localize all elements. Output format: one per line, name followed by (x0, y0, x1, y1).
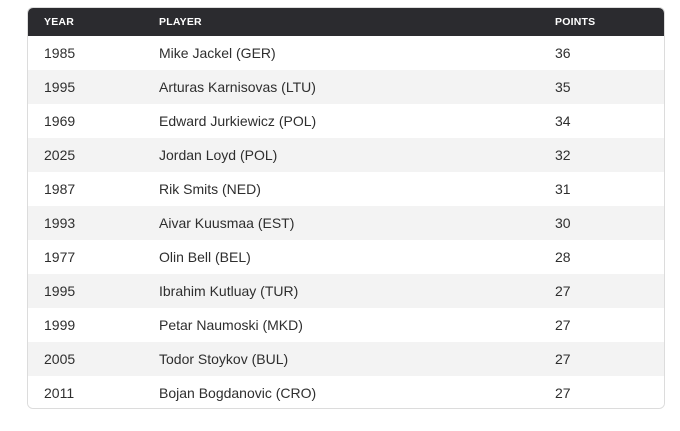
cell-player: Petar Naumoski (MKD) (159, 317, 303, 333)
cell-points: 30 (555, 215, 571, 231)
cell-points: 34 (555, 113, 571, 129)
cell-year: 1995 (44, 283, 76, 299)
cell-year: 1995 (44, 79, 76, 95)
table-row: 1995 Arturas Karnisovas (LTU) 35 (28, 70, 664, 104)
table-row: 1969 Edward Jurkiewicz (POL) 34 (28, 104, 664, 138)
header-player: PLAYER (159, 16, 202, 28)
cell-player: Rik Smits (NED) (159, 181, 261, 197)
cell-points: 32 (555, 147, 571, 163)
table-header: YEAR PLAYER POINTS (28, 8, 664, 36)
table-row: 1999 Petar Naumoski (MKD) 27 (28, 308, 664, 342)
cell-year: 1993 (44, 215, 76, 231)
cell-year: 1985 (44, 45, 76, 61)
cell-year: 1969 (44, 113, 76, 129)
points-table: YEAR PLAYER POINTS 1985 Mike Jackel (GER)… (27, 7, 665, 409)
header-points: POINTS (555, 16, 596, 28)
table-body: 1985 Mike Jackel (GER) 36 1995 Arturas Karni… (28, 36, 664, 408)
table-row: 1987 Rik Smits (NED) 31 (28, 172, 664, 206)
header-year: YEAR (44, 16, 74, 28)
cell-points: 36 (555, 45, 571, 61)
cell-points: 27 (555, 317, 571, 333)
cell-player: Olin Bell (BEL) (159, 249, 251, 265)
cell-points: 35 (555, 79, 571, 95)
cell-points: 31 (555, 181, 571, 197)
cell-player: Arturas Karnisovas (LTU) (159, 79, 316, 95)
table-row: 2005 Todor Stoykov (BUL) 27 (28, 342, 664, 376)
table-row: 1993 Aivar Kuusmaa (EST) 30 (28, 206, 664, 240)
cell-player: Jordan Loyd (POL) (159, 147, 278, 163)
table-row: 1977 Olin Bell (BEL) 28 (28, 240, 664, 274)
cell-year: 1999 (44, 317, 76, 333)
cell-year: 2005 (44, 351, 76, 367)
table-row: 1985 Mike Jackel (GER) 36 (28, 36, 664, 70)
table-row: 2025 Jordan Loyd (POL) 32 (28, 138, 664, 172)
cell-points: 27 (555, 283, 571, 299)
cell-player: Todor Stoykov (BUL) (159, 351, 289, 367)
cell-player: Ibrahim Kutluay (TUR) (159, 283, 299, 299)
table-row: 2011 Bojan Bogdanovic (CRO) 27 (28, 376, 664, 408)
cell-year: 2011 (44, 385, 75, 401)
cell-player: Bojan Bogdanovic (CRO) (159, 385, 317, 401)
cell-points: 27 (555, 351, 571, 367)
cell-player: Edward Jurkiewicz (POL) (159, 113, 317, 129)
table-row: 1995 Ibrahim Kutluay (TUR) 27 (28, 274, 664, 308)
cell-year: 2025 (44, 147, 76, 163)
cell-player: Aivar Kuusmaa (EST) (159, 215, 295, 231)
cell-year: 1977 (44, 249, 76, 265)
cell-player: Mike Jackel (GER) (159, 45, 276, 61)
cell-points: 28 (555, 249, 571, 265)
cell-year: 1987 (44, 181, 76, 197)
cell-points: 27 (555, 385, 571, 401)
